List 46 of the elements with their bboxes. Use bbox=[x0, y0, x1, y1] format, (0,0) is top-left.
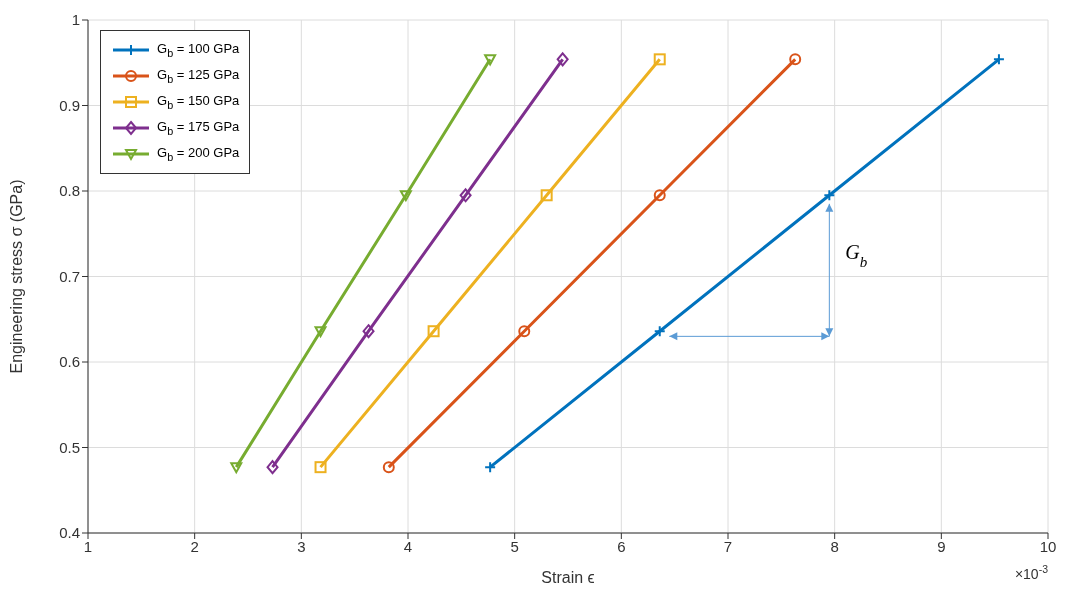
point bbox=[653, 325, 666, 338]
x-tick-label: 6 bbox=[617, 537, 626, 555]
point bbox=[518, 325, 531, 338]
legend-label: G$_{b}$ = 125 GPa bbox=[157, 67, 240, 85]
y-tick-label: 0.4 bbox=[59, 524, 80, 542]
point bbox=[362, 324, 375, 339]
point bbox=[382, 461, 395, 474]
point bbox=[823, 189, 836, 202]
point bbox=[484, 54, 497, 66]
x-tick-label: 1 bbox=[83, 537, 93, 555]
x-tick-label: 7 bbox=[723, 537, 733, 555]
y-tick-label: 0.8 bbox=[59, 182, 80, 200]
x-tick-label: 4 bbox=[403, 537, 413, 555]
x-tick-label: 9 bbox=[937, 537, 946, 555]
y-tick-label: 1 bbox=[71, 11, 80, 29]
x-tick-label: 5 bbox=[510, 537, 519, 555]
x-tick-label: 2 bbox=[190, 537, 199, 555]
point bbox=[653, 53, 666, 66]
point bbox=[230, 462, 243, 474]
point bbox=[427, 325, 440, 338]
annotation: G$_{b}$ bbox=[845, 241, 868, 271]
point bbox=[266, 460, 279, 475]
legend-label: G$_{b}$ = 200 GPa bbox=[157, 145, 240, 163]
point bbox=[556, 52, 569, 67]
y-tick-label: 0.9 bbox=[59, 96, 80, 114]
point bbox=[399, 190, 412, 202]
legend-label: G$_{b}$ = 175 GPa bbox=[157, 119, 240, 137]
legend-label: G$_{b}$ = 100 GPa bbox=[157, 41, 240, 59]
point bbox=[653, 189, 666, 202]
point bbox=[314, 326, 327, 338]
text: ×10$^{-3}$ bbox=[1014, 563, 1049, 582]
y-axis-title: Engineering stress σ (GPa) bbox=[7, 179, 25, 374]
point bbox=[992, 53, 1005, 66]
point bbox=[459, 188, 472, 203]
point bbox=[484, 461, 497, 474]
point bbox=[540, 189, 553, 202]
point bbox=[314, 461, 327, 474]
x-axis-title: Strain ϵ bbox=[541, 569, 595, 586]
y-tick-label: 0.7 bbox=[59, 267, 80, 285]
x-tick-label: 8 bbox=[830, 537, 839, 555]
y-tick-label: 0.6 bbox=[59, 353, 80, 371]
x-tick-label: 3 bbox=[297, 537, 306, 555]
point bbox=[789, 53, 802, 66]
legend-label: G$_{b}$ = 150 GPa bbox=[157, 93, 240, 111]
y-tick-label: 0.5 bbox=[59, 438, 80, 456]
x-tick-label: 10 bbox=[1039, 537, 1057, 555]
